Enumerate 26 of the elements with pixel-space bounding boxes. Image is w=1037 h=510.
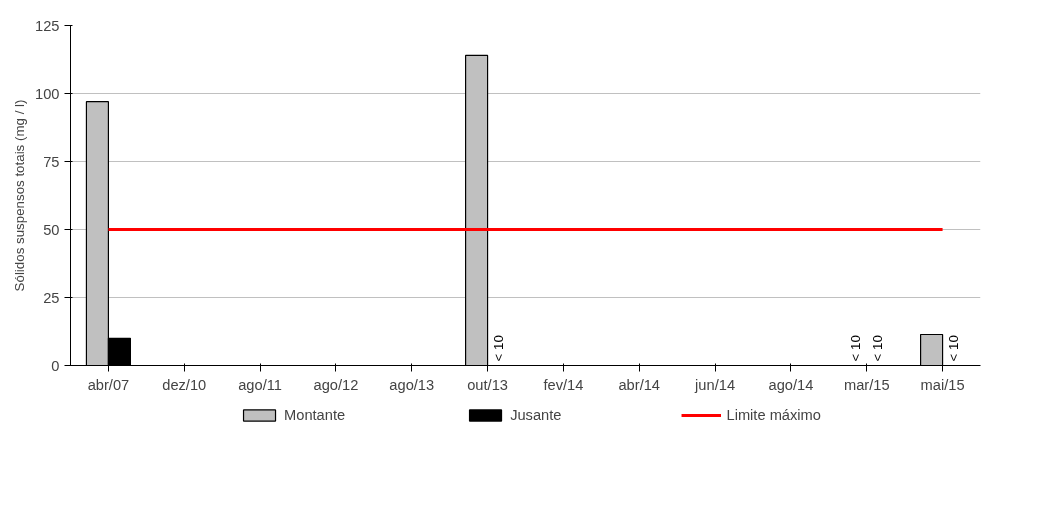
x-tick-label: dez/10 [162, 376, 207, 393]
text: < 10 [848, 335, 864, 362]
x-tick-label: fev/14 [543, 376, 584, 393]
x-tick-label: mai/15 [920, 376, 965, 393]
x-tick-label: out/13 [467, 376, 508, 393]
x-tick-label: mar/15 [843, 376, 890, 393]
y-tick-label: 125 [35, 17, 60, 34]
y-tick-label: 0 [51, 357, 60, 374]
x-tick-label: ago/12 [313, 376, 359, 393]
y-axis-title: Sólidos suspensos totais (mg / l) [12, 99, 28, 292]
text: < 10 [946, 335, 962, 362]
legend-label: Limite máximo [726, 407, 821, 423]
y-tick-label: 50 [43, 221, 60, 238]
x-tick-label: ago/13 [389, 376, 435, 393]
x-tick-label: ago/11 [238, 376, 282, 393]
legend-label: Montante [284, 407, 346, 423]
x-tick-label: ago/14 [768, 376, 814, 393]
x-tick-label: abr/07 [87, 376, 130, 393]
y-tick-label: 25 [43, 289, 60, 306]
x-tick-label: abr/14 [618, 376, 661, 393]
y-tick-label: 75 [43, 153, 60, 170]
x-tick-label: jun/14 [694, 376, 736, 393]
legend-label: Jusante [510, 407, 562, 423]
y-tick-label: 100 [35, 85, 60, 102]
text: < 10 [491, 335, 507, 362]
text: < 10 [870, 335, 886, 362]
